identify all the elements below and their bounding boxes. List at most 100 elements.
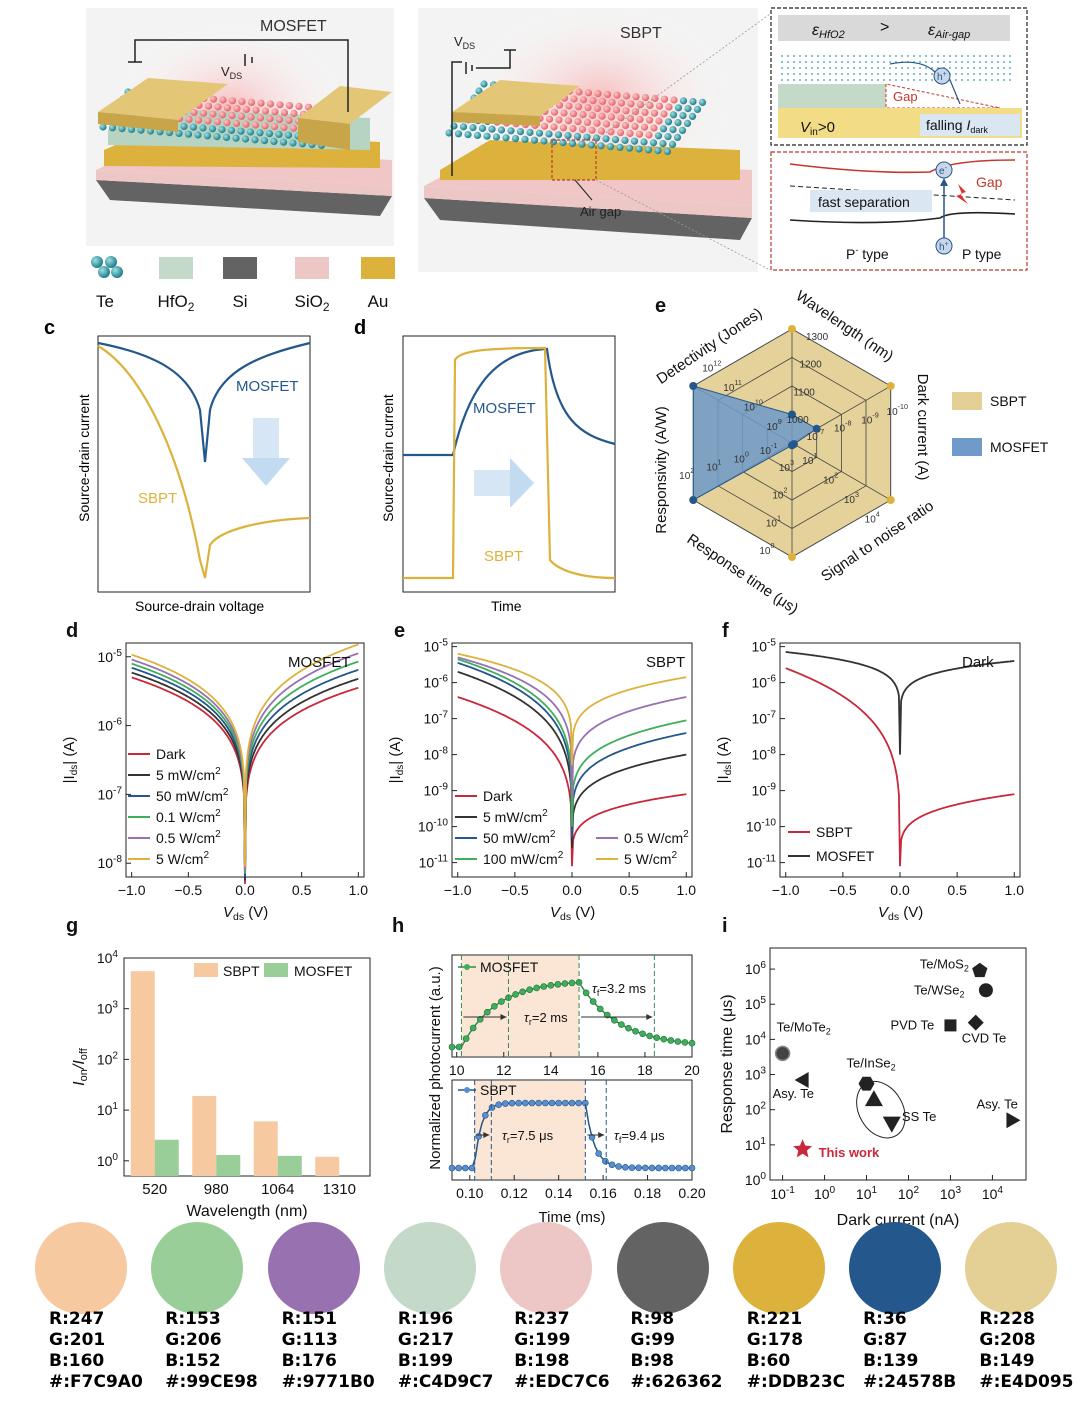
x-tick-label: 0.18 [634,1185,661,1201]
radar-tick: 100 [759,541,774,557]
radar-axis-name: Dark current (A) [914,374,931,481]
schematic-time-ylabel: Source-drain current [380,394,396,522]
te-atom [194,116,203,124]
y-tick-label: 10-10 [746,818,777,835]
x-tick-label: 1310 [323,1181,356,1198]
y-tick-label: 10-8 [751,746,776,763]
sbpt-response-point [608,1161,616,1169]
te-atom [521,135,529,143]
te-atom [645,116,654,124]
te-atom [606,143,615,151]
swatch-g: G:178 [746,1330,804,1350]
te-atom [223,119,231,127]
te-atom [612,121,620,129]
y-axis-label: |Ids| (A) [61,737,80,784]
hole2-label: h+ [939,241,949,253]
te-atom [625,144,634,152]
x-tick-label: 0.20 [678,1185,705,1201]
material-swatch [159,257,193,279]
te-atom [497,126,506,134]
radar-tick: 10-7 [807,427,825,443]
mosfet-response-point [674,1038,682,1045]
te-atom [641,94,650,102]
te-atom [275,130,283,138]
x-tick-label: 16 [590,1062,606,1078]
x-tick-label: 0.12 [501,1185,528,1201]
swatch-code: #:F7C9A0 [49,1372,143,1392]
radar-tick: 10-9 [861,410,879,426]
x-tick-label: 0.14 [545,1185,572,1201]
x-tick-label: 1.0 [1005,882,1025,898]
material-label: Au [368,292,389,311]
point-label: Te/WSe2 [914,982,965,999]
radar-axis-line [791,442,891,501]
te-atom [603,105,611,113]
swatch-rgb-label: R:221 G:178 B:60 #:DDB23C [747,1309,845,1393]
te-atom [459,123,468,131]
marker-diamond [967,1014,984,1031]
te-atom [483,132,491,140]
color-swatch [965,1222,1058,1314]
te-atom [190,108,198,116]
bar [154,1139,179,1176]
swatch-g: G:206 [165,1330,222,1350]
radar-tick: 1012 [702,359,721,375]
te-atom [184,130,193,138]
te-atom [579,111,587,119]
hole-label: h+ [937,71,947,83]
swatch-code: #:DDB23C [746,1372,846,1392]
legend-label: 50 mW/cm2 [156,787,229,804]
swatch-r: R:196 [397,1309,454,1329]
group-ellipse [856,1080,906,1139]
mosfet-response-point [554,981,562,988]
swatch-code: #:C4D9C7 [397,1372,494,1392]
sbpt-response-point [548,1099,556,1107]
swatch-b: B:139 [863,1351,919,1371]
y-tick-label: 10-7 [751,710,776,727]
te-atom [257,99,265,107]
mosfet-response-point [667,1037,675,1044]
band-inset-separation: e- h+ fast separation Gap P- type P type [770,151,1028,271]
schematic-sbpt-curve [97,345,311,579]
sbpt-vds-label: VDS [454,34,475,51]
radar-legend-mosfet: MOSFET [990,439,1049,455]
te-atom [502,134,510,142]
te-atom [616,129,625,137]
te-atom [473,131,482,139]
radar-tick: 102 [823,470,838,486]
te-atom [270,137,278,145]
swatch-b: B:199 [397,1351,454,1371]
swatch-code: #:9771B0 [281,1372,375,1392]
te-atom [636,115,644,123]
schematic-ylabel: Source-drain current [76,394,92,522]
swatch-r: R:36 [863,1309,907,1329]
radar-legend-sbpt-swatch [952,392,982,410]
mosfet-response-point [512,991,519,998]
te-atom [578,125,587,133]
iv-curve [131,660,359,874]
benchmark-scatter-chart: i10-1 100 101 102 103 10410610510410310210110… [719,915,1027,1229]
te-atom [194,131,202,139]
te-atom [621,136,629,144]
y-tick-label: 100 [745,1171,767,1188]
radar-tick: 1011 [723,378,742,394]
swatch-g: G:217 [397,1330,455,1350]
te-atom [569,110,578,118]
x-tick-label: 100 [814,1185,836,1202]
te-atom [550,108,559,116]
te-atom [617,114,625,122]
plot-frame [451,954,693,1058]
te-atom [209,110,217,118]
te-atom [199,109,208,117]
te-atom [644,146,653,154]
point-label: This work [819,1145,880,1160]
radar-tick: 103 [779,458,794,474]
tau-fall-sbpt: τf=9.4 μs [614,1128,665,1145]
mosfet-response-point [639,1030,646,1038]
sbpt-response-point [448,1164,456,1172]
sbpt-response-point [655,1164,662,1172]
iv-curve [457,652,687,766]
radar-mosfet-point [788,441,796,450]
mosfet-response-point [625,1024,632,1032]
